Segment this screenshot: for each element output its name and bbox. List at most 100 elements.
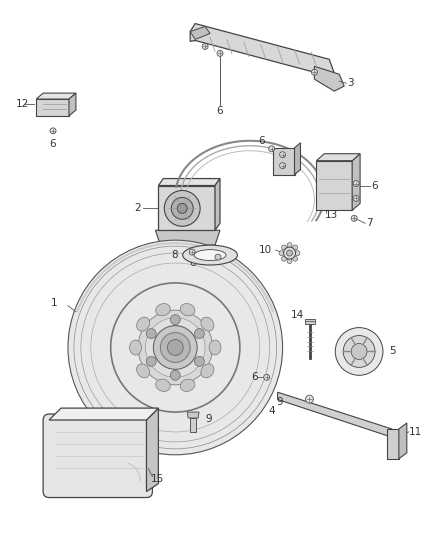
Circle shape: [146, 357, 156, 366]
Circle shape: [282, 245, 286, 250]
Circle shape: [305, 395, 314, 403]
Circle shape: [282, 256, 286, 261]
Ellipse shape: [130, 340, 141, 355]
Polygon shape: [159, 185, 215, 230]
Ellipse shape: [209, 340, 221, 355]
Text: 8: 8: [172, 250, 178, 260]
Text: 1: 1: [51, 298, 58, 308]
Polygon shape: [294, 143, 300, 175]
Text: 6: 6: [251, 372, 258, 382]
Polygon shape: [314, 66, 344, 91]
Ellipse shape: [68, 240, 283, 455]
Polygon shape: [36, 99, 69, 116]
Circle shape: [194, 357, 205, 366]
Ellipse shape: [183, 245, 237, 265]
Ellipse shape: [138, 310, 212, 385]
Polygon shape: [155, 230, 220, 245]
Circle shape: [335, 328, 383, 375]
Polygon shape: [190, 418, 196, 432]
Text: 10: 10: [258, 245, 272, 255]
Text: 14: 14: [291, 310, 304, 320]
Ellipse shape: [194, 249, 226, 261]
Circle shape: [351, 343, 367, 359]
Polygon shape: [69, 93, 76, 116]
Circle shape: [50, 128, 56, 134]
Polygon shape: [187, 412, 199, 418]
Circle shape: [268, 146, 275, 152]
Circle shape: [153, 326, 197, 369]
Circle shape: [194, 329, 205, 338]
Polygon shape: [278, 392, 394, 437]
Polygon shape: [215, 179, 220, 230]
Ellipse shape: [137, 364, 150, 378]
Circle shape: [279, 251, 284, 255]
Ellipse shape: [180, 304, 195, 316]
Ellipse shape: [137, 317, 150, 331]
Circle shape: [217, 51, 223, 56]
Circle shape: [146, 329, 156, 338]
Circle shape: [264, 374, 270, 380]
Text: 6: 6: [50, 139, 57, 149]
Text: 6: 6: [258, 136, 265, 146]
FancyBboxPatch shape: [43, 414, 152, 497]
Polygon shape: [146, 408, 159, 491]
Polygon shape: [316, 160, 352, 211]
Circle shape: [286, 250, 293, 256]
Text: 4: 4: [268, 406, 275, 416]
Ellipse shape: [201, 317, 214, 331]
Text: 9: 9: [205, 414, 212, 424]
Circle shape: [202, 43, 208, 50]
Ellipse shape: [155, 304, 170, 316]
Text: 9: 9: [277, 397, 283, 407]
Circle shape: [167, 340, 183, 356]
Polygon shape: [190, 27, 210, 39]
Circle shape: [164, 190, 200, 226]
Circle shape: [311, 69, 318, 75]
Ellipse shape: [145, 318, 205, 377]
Circle shape: [295, 251, 300, 255]
Circle shape: [283, 247, 296, 259]
Circle shape: [279, 152, 286, 158]
Polygon shape: [399, 423, 407, 459]
Ellipse shape: [201, 364, 214, 378]
Circle shape: [171, 197, 193, 219]
Circle shape: [353, 181, 359, 187]
Text: 11: 11: [409, 427, 422, 437]
Circle shape: [189, 249, 195, 255]
Polygon shape: [316, 154, 360, 160]
Circle shape: [351, 215, 357, 221]
Polygon shape: [49, 408, 159, 420]
Ellipse shape: [180, 379, 195, 391]
Text: 13: 13: [324, 211, 338, 220]
Polygon shape: [190, 23, 334, 76]
Text: 7: 7: [366, 219, 373, 228]
Circle shape: [279, 163, 286, 168]
Text: 6: 6: [371, 181, 378, 190]
Circle shape: [293, 245, 298, 250]
Text: 15: 15: [150, 474, 164, 483]
Circle shape: [215, 254, 221, 260]
Polygon shape: [36, 93, 76, 99]
Text: 6: 6: [217, 106, 223, 116]
Circle shape: [293, 256, 298, 261]
Polygon shape: [387, 429, 399, 459]
Circle shape: [287, 259, 292, 263]
Text: 12: 12: [16, 99, 29, 109]
Circle shape: [287, 243, 292, 248]
Polygon shape: [273, 148, 294, 175]
Ellipse shape: [155, 379, 170, 391]
Polygon shape: [159, 179, 220, 185]
Text: 6: 6: [189, 258, 195, 268]
Text: 2: 2: [134, 204, 141, 213]
Circle shape: [160, 333, 190, 362]
Circle shape: [170, 370, 180, 380]
Circle shape: [177, 204, 187, 213]
Circle shape: [343, 336, 375, 367]
Circle shape: [170, 314, 180, 325]
Polygon shape: [352, 154, 360, 211]
Text: 3: 3: [347, 78, 354, 88]
Text: 4: 4: [294, 148, 301, 158]
Polygon shape: [305, 319, 315, 324]
Text: 5: 5: [389, 346, 396, 357]
Circle shape: [353, 196, 359, 201]
